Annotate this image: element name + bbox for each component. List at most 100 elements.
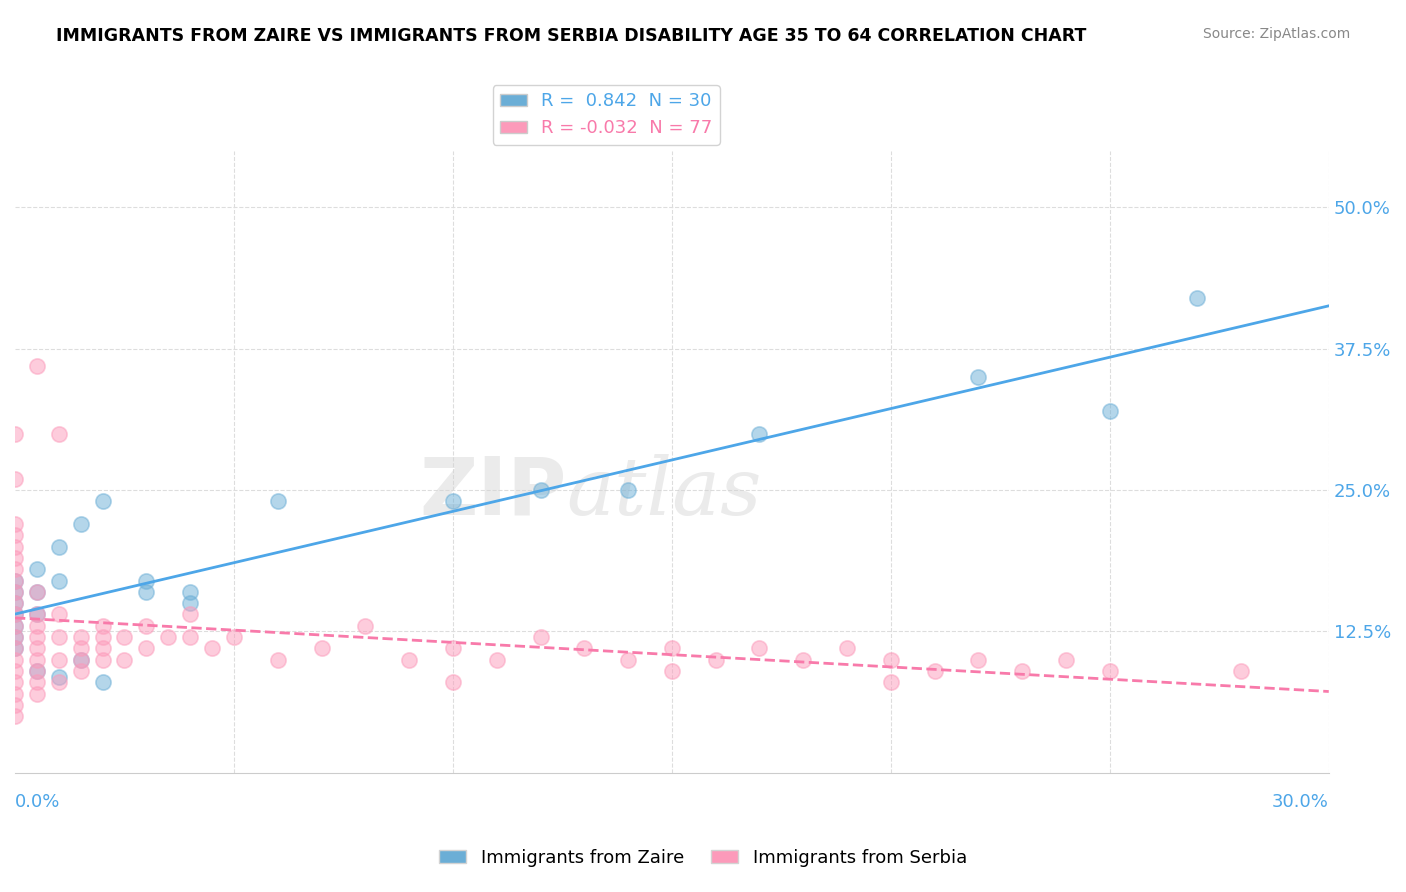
Point — [441, 675, 464, 690]
Point — [4, 664, 27, 678]
Point — [354, 619, 377, 633]
Point — [69, 630, 91, 644]
Point — [91, 494, 114, 508]
Point — [1011, 664, 1033, 678]
Point — [792, 653, 814, 667]
Text: Source: ZipAtlas.com: Source: ZipAtlas.com — [1202, 27, 1350, 41]
Point — [485, 653, 508, 667]
Point — [4, 596, 27, 610]
Point — [4, 687, 27, 701]
Point — [222, 630, 245, 644]
Point — [25, 585, 48, 599]
Point — [4, 619, 27, 633]
Point — [661, 664, 683, 678]
Point — [4, 540, 27, 554]
Point — [4, 426, 27, 441]
Point — [48, 653, 70, 667]
Point — [25, 607, 48, 622]
Point — [91, 675, 114, 690]
Point — [574, 641, 596, 656]
Point — [91, 641, 114, 656]
Point — [704, 653, 727, 667]
Point — [1054, 653, 1077, 667]
Point — [91, 630, 114, 644]
Point — [529, 630, 551, 644]
Point — [4, 550, 27, 565]
Text: ZIP: ZIP — [419, 454, 567, 532]
Text: IMMIGRANTS FROM ZAIRE VS IMMIGRANTS FROM SERBIA DISABILITY AGE 35 TO 64 CORRELAT: IMMIGRANTS FROM ZAIRE VS IMMIGRANTS FROM… — [56, 27, 1087, 45]
Point — [114, 630, 136, 644]
Point — [4, 528, 27, 542]
Legend: R =  0.842  N = 30, R = -0.032  N = 77: R = 0.842 N = 30, R = -0.032 N = 77 — [492, 86, 720, 145]
Point — [48, 574, 70, 588]
Point — [48, 540, 70, 554]
Text: 30.0%: 30.0% — [1272, 793, 1329, 811]
Point — [179, 630, 201, 644]
Point — [48, 675, 70, 690]
Point — [69, 664, 91, 678]
Point — [25, 359, 48, 373]
Point — [48, 426, 70, 441]
Point — [924, 664, 946, 678]
Point — [4, 619, 27, 633]
Point — [4, 698, 27, 712]
Point — [4, 709, 27, 723]
Point — [179, 596, 201, 610]
Point — [4, 585, 27, 599]
Point — [661, 641, 683, 656]
Point — [25, 630, 48, 644]
Point — [4, 472, 27, 486]
Point — [748, 641, 770, 656]
Point — [4, 585, 27, 599]
Point — [311, 641, 333, 656]
Point — [135, 641, 157, 656]
Text: atlas: atlas — [567, 454, 762, 532]
Point — [4, 641, 27, 656]
Point — [880, 653, 903, 667]
Point — [4, 574, 27, 588]
Text: 0.0%: 0.0% — [15, 793, 60, 811]
Point — [91, 653, 114, 667]
Point — [179, 585, 201, 599]
Point — [114, 653, 136, 667]
Point — [4, 653, 27, 667]
Point — [4, 574, 27, 588]
Point — [880, 675, 903, 690]
Point — [617, 483, 640, 497]
Point — [69, 653, 91, 667]
Point — [398, 653, 420, 667]
Point — [267, 494, 290, 508]
Point — [48, 670, 70, 684]
Point — [135, 574, 157, 588]
Point — [25, 562, 48, 576]
Point — [69, 516, 91, 531]
Point — [25, 619, 48, 633]
Point — [1187, 291, 1209, 305]
Point — [25, 653, 48, 667]
Point — [267, 653, 290, 667]
Point — [69, 653, 91, 667]
Point — [135, 585, 157, 599]
Point — [25, 687, 48, 701]
Point — [179, 607, 201, 622]
Point — [135, 619, 157, 633]
Point — [441, 641, 464, 656]
Point — [25, 641, 48, 656]
Point — [617, 653, 640, 667]
Point — [1098, 404, 1121, 418]
Point — [4, 562, 27, 576]
Point — [4, 675, 27, 690]
Point — [48, 607, 70, 622]
Point — [4, 607, 27, 622]
Point — [967, 653, 990, 667]
Point — [25, 585, 48, 599]
Point — [4, 630, 27, 644]
Point — [157, 630, 180, 644]
Point — [69, 641, 91, 656]
Point — [4, 596, 27, 610]
Point — [529, 483, 551, 497]
Point — [1230, 664, 1253, 678]
Point — [4, 516, 27, 531]
Point — [967, 370, 990, 384]
Point — [4, 641, 27, 656]
